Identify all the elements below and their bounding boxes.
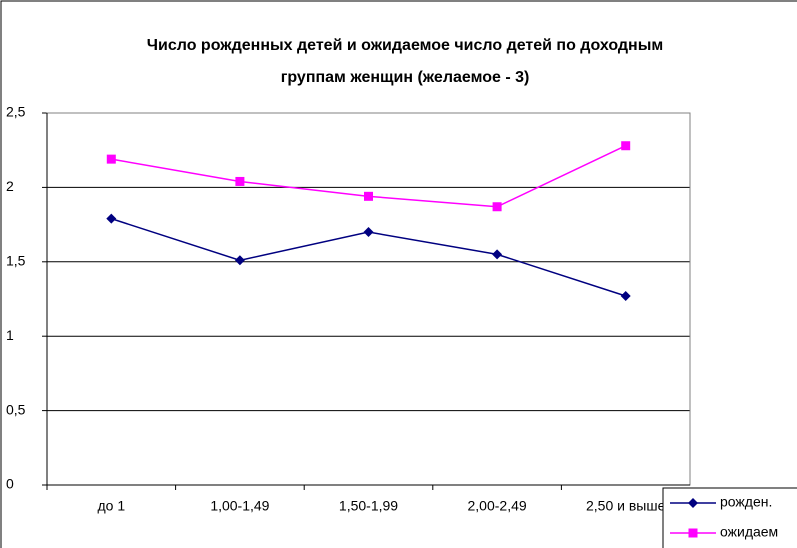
marker <box>235 176 245 186</box>
y-tick-label: 1,5 <box>6 253 26 269</box>
y-tick-label: 2,5 <box>6 104 26 120</box>
marker <box>364 191 373 201</box>
x-tick-label: до 1 <box>97 498 125 514</box>
legend-marker <box>688 528 698 538</box>
marker <box>363 227 374 238</box>
y-tick-label: 0 <box>6 476 14 492</box>
chart-title: группам женщин (желаемое - 3) <box>281 69 530 86</box>
marker <box>620 291 631 302</box>
x-tick-label: 1,00-1,49 <box>210 498 269 514</box>
legend: рожден. ожидаем <box>662 487 797 548</box>
x-tick-label: 1,50-1,99 <box>339 498 398 514</box>
marker <box>621 141 631 151</box>
legend-box <box>662 487 797 548</box>
chart-title: Число рожденных детей и ожидаемое число … <box>147 37 663 54</box>
marker <box>106 213 117 224</box>
y-tick-label: 2 <box>6 178 14 194</box>
legend-label: ожидаем <box>720 524 778 540</box>
y-tick-label: 0,5 <box>6 401 26 417</box>
marker <box>492 249 503 260</box>
marker <box>492 202 502 212</box>
x-tick-label: 2,00-2,49 <box>468 498 527 514</box>
legend-label: рожден. <box>720 494 772 510</box>
y-tick-label: 1 <box>6 327 14 343</box>
marker <box>234 255 245 266</box>
marker <box>106 154 116 164</box>
legend-marker <box>688 498 698 508</box>
x-tick-label: 2,50 и выше <box>586 498 666 514</box>
